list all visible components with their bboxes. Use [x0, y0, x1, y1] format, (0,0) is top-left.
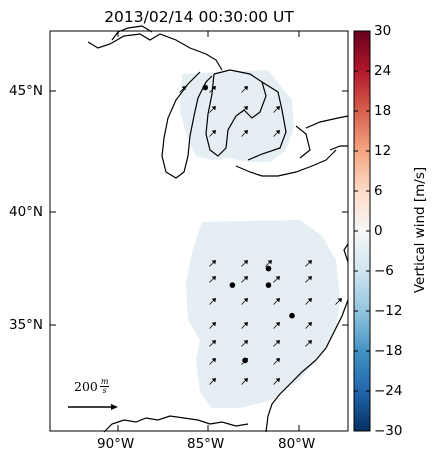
wind-vector-arrow — [305, 298, 312, 305]
map-title: 2013/02/14 00:30:00 UT — [104, 8, 294, 26]
lon-label-85: 85°W — [187, 436, 225, 452]
wind-vector-arrow — [209, 322, 216, 329]
station-dot — [265, 265, 272, 272]
wind-vector-arrow — [209, 298, 216, 305]
wind-vector-arrow — [273, 378, 280, 385]
wind-vectors — [179, 86, 342, 385]
station-dot — [242, 357, 248, 364]
wind-vector-arrow — [241, 298, 248, 305]
wind-vector-arrow — [273, 298, 280, 305]
lat-label-40: 40°N — [9, 204, 44, 220]
wind-vector-arrow — [241, 322, 248, 329]
colorbar-tick-label: −6 — [374, 263, 394, 279]
colorbar-tick-label: 0 — [374, 223, 383, 239]
wind-vector-arrow — [273, 106, 280, 113]
colorbar-tick-label: −24 — [374, 383, 403, 399]
colorbar-tick-label: 6 — [374, 183, 383, 199]
wind-vector-arrow — [241, 378, 248, 385]
wind-field-south — [186, 220, 340, 408]
station-dot — [229, 282, 236, 288]
wind-vector-arrow — [179, 86, 186, 93]
stations — [202, 84, 295, 364]
wind-vector-arrow — [241, 276, 248, 283]
wind-vector-arrow — [209, 130, 216, 137]
colorbar-tick-label: 18 — [374, 103, 392, 119]
wind-vector-arrow — [209, 378, 216, 385]
wind-vector-arrow — [305, 340, 312, 347]
wind-vector-arrow — [305, 276, 312, 283]
wind-vector-arrow — [273, 322, 280, 329]
wind-vector-arrow — [305, 322, 312, 329]
wind-vector-arrow — [209, 358, 216, 365]
lat-label-45: 45°N — [9, 83, 44, 99]
wind-vector-arrow — [305, 260, 312, 267]
wind-vector-arrow — [209, 340, 216, 347]
station-dot — [289, 312, 295, 319]
wind-vector-arrow — [265, 260, 272, 267]
scale-arrow-value: 200 — [74, 379, 98, 394]
station-dot — [265, 282, 272, 288]
scale-arrow-unit: m s — [99, 377, 110, 395]
scale-arrow-label: 200 m s — [74, 377, 110, 395]
colorbar-tick-marks — [354, 30, 370, 432]
wind-vector-arrow — [241, 86, 248, 93]
wind-vector-arrow — [273, 358, 280, 365]
wind-vector-arrow — [209, 260, 216, 267]
wind-vector-arrow — [209, 86, 216, 93]
wind-vector-arrow — [273, 276, 280, 283]
colorbar-tick-label: −30 — [374, 423, 403, 439]
lon-label-90: 90°W — [97, 436, 135, 452]
colorbar-title: Vertical wind [m/s] — [412, 166, 428, 294]
map-frame — [49, 30, 349, 432]
colorbar-tick-label: −12 — [374, 303, 403, 319]
wind-vector-arrow — [209, 106, 216, 113]
colorbar-tick-label: 12 — [374, 143, 392, 159]
wind-vector-arrow — [241, 130, 248, 137]
colorbar-tick-label: 30 — [374, 23, 392, 39]
lat-label-35: 35°N — [9, 317, 44, 333]
wind-vector-arrow — [335, 298, 342, 305]
wind-vector-arrow — [209, 276, 216, 283]
wind-vector-arrow — [241, 340, 248, 347]
station-dot — [202, 84, 209, 91]
scale-arrow — [68, 404, 118, 410]
wind-vector-arrow — [241, 106, 248, 113]
coastlines — [87, 25, 349, 433]
colorbar-tick-label: 24 — [374, 63, 392, 79]
map-tick-marks — [50, 31, 348, 431]
wind-vector-arrow — [241, 260, 248, 267]
lon-label-80: 80°W — [278, 436, 316, 452]
wind-vector-arrow — [273, 340, 280, 347]
colorbar-tick-label: −18 — [374, 343, 403, 359]
wind-vector-arrow — [273, 130, 280, 137]
